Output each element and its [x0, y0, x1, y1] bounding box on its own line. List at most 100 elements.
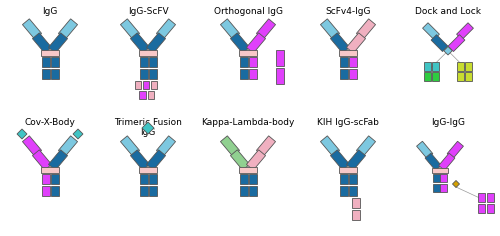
Bar: [151, 81, 157, 89]
Bar: [424, 72, 431, 81]
Bar: [239, 167, 257, 173]
Polygon shape: [130, 150, 150, 170]
Bar: [486, 193, 494, 202]
Polygon shape: [246, 150, 266, 170]
Bar: [42, 57, 50, 67]
Polygon shape: [448, 35, 465, 51]
Polygon shape: [120, 19, 140, 39]
Bar: [41, 50, 59, 56]
Polygon shape: [146, 33, 166, 53]
Bar: [240, 186, 248, 196]
Bar: [486, 203, 494, 212]
Bar: [348, 186, 356, 196]
Text: Cov-X-Body: Cov-X-Body: [24, 118, 76, 127]
Polygon shape: [452, 181, 460, 187]
Polygon shape: [22, 136, 42, 156]
Text: IgG: IgG: [42, 7, 58, 16]
Bar: [42, 186, 50, 196]
Polygon shape: [230, 33, 250, 53]
Bar: [135, 81, 141, 89]
Bar: [50, 174, 58, 184]
Polygon shape: [220, 19, 240, 39]
Polygon shape: [58, 136, 78, 156]
Polygon shape: [73, 129, 83, 139]
Polygon shape: [330, 150, 349, 170]
Polygon shape: [48, 33, 68, 53]
Bar: [148, 57, 156, 67]
Polygon shape: [438, 153, 455, 170]
Bar: [248, 69, 256, 79]
Polygon shape: [256, 136, 276, 156]
Polygon shape: [120, 136, 140, 156]
Bar: [50, 186, 58, 196]
Bar: [339, 167, 357, 173]
Bar: [248, 174, 256, 184]
Bar: [50, 57, 58, 67]
Polygon shape: [246, 33, 266, 53]
Bar: [440, 184, 447, 192]
Bar: [240, 174, 248, 184]
Bar: [50, 69, 58, 79]
Polygon shape: [58, 19, 78, 39]
Text: ScFv4-IgG: ScFv4-IgG: [325, 7, 371, 16]
Bar: [424, 62, 431, 72]
Bar: [440, 174, 447, 182]
Bar: [457, 62, 464, 72]
Polygon shape: [320, 19, 340, 39]
Bar: [148, 186, 156, 196]
Polygon shape: [32, 150, 52, 170]
Bar: [248, 186, 256, 196]
Bar: [240, 69, 248, 79]
Bar: [148, 91, 154, 99]
Polygon shape: [276, 68, 284, 84]
Polygon shape: [142, 122, 154, 134]
Text: Orthogonal IgG: Orthogonal IgG: [214, 7, 282, 16]
Bar: [239, 50, 257, 56]
Bar: [339, 50, 357, 56]
Bar: [432, 168, 448, 173]
Bar: [148, 174, 156, 184]
Polygon shape: [156, 136, 176, 156]
Polygon shape: [431, 35, 448, 51]
Polygon shape: [416, 141, 433, 159]
Polygon shape: [220, 136, 240, 156]
Polygon shape: [330, 33, 349, 53]
Bar: [140, 174, 147, 184]
Polygon shape: [17, 129, 27, 139]
Bar: [432, 62, 439, 72]
Polygon shape: [422, 23, 440, 40]
Polygon shape: [425, 153, 442, 170]
Bar: [42, 69, 50, 79]
Bar: [143, 81, 149, 89]
Bar: [139, 167, 157, 173]
Polygon shape: [256, 19, 276, 39]
Bar: [140, 57, 147, 67]
Text: IgG-IgG: IgG-IgG: [431, 118, 465, 127]
Text: Trimeric Fusion
IgG: Trimeric Fusion IgG: [114, 118, 182, 137]
Polygon shape: [22, 19, 42, 39]
Bar: [148, 69, 156, 79]
Bar: [465, 72, 472, 81]
Bar: [248, 57, 256, 67]
Bar: [140, 186, 147, 196]
Polygon shape: [456, 23, 473, 40]
Bar: [432, 72, 439, 81]
Polygon shape: [356, 136, 376, 156]
Bar: [340, 57, 347, 67]
Bar: [478, 193, 484, 202]
Bar: [139, 50, 157, 56]
Text: Kappa-Lambda-body: Kappa-Lambda-body: [202, 118, 294, 127]
Bar: [352, 198, 360, 208]
Bar: [352, 210, 360, 220]
Bar: [240, 57, 248, 67]
Bar: [433, 174, 440, 182]
Polygon shape: [447, 141, 464, 159]
Polygon shape: [276, 50, 284, 66]
Bar: [42, 174, 50, 184]
Polygon shape: [444, 46, 452, 55]
Bar: [41, 167, 59, 173]
Bar: [433, 184, 440, 192]
Bar: [457, 72, 464, 81]
Bar: [348, 57, 356, 67]
Polygon shape: [32, 33, 52, 53]
